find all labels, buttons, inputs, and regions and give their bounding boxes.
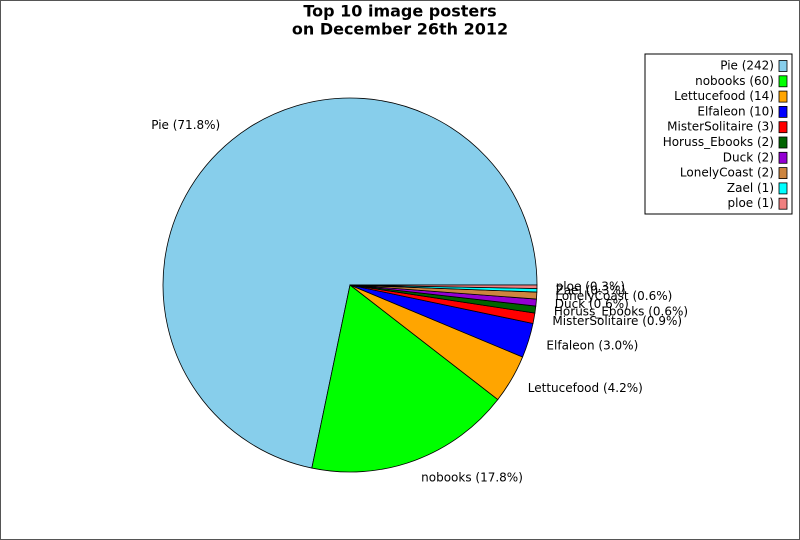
pie-slice bbox=[349, 284, 538, 289]
chart-subtitle: on December 26th 2012 bbox=[292, 20, 508, 39]
legend-swatch bbox=[778, 106, 788, 118]
legend-label: Elfaleon (10) bbox=[697, 104, 774, 118]
legend-label: Horuss_Ebooks (2) bbox=[663, 135, 774, 149]
legend-swatch bbox=[778, 167, 788, 180]
pie-slice bbox=[162, 97, 538, 469]
slice-label: Horuss_Ebooks (0.6%) bbox=[554, 305, 688, 319]
chart-title: Top 10 image posters bbox=[303, 2, 496, 21]
legend-swatch bbox=[778, 75, 788, 88]
slice-label: LonelyCoast (0.6%) bbox=[555, 289, 672, 303]
legend-label: Pie (242) bbox=[720, 59, 774, 73]
slice-label: Zael (0.3%) bbox=[556, 283, 626, 297]
slice-label: nobooks (17.8%) bbox=[421, 471, 523, 485]
legend-label: MisterSolitaire (3) bbox=[667, 120, 774, 134]
slice-label: Duck (0.6%) bbox=[555, 297, 629, 311]
legend-swatch bbox=[778, 151, 788, 164]
legend-swatch bbox=[778, 121, 788, 134]
legend-label: Duck (2) bbox=[723, 150, 774, 164]
slice-label: Elfaleon (3.0%) bbox=[546, 339, 638, 353]
legend-label: Lettucefood (14) bbox=[674, 89, 774, 103]
legend-swatch bbox=[778, 136, 788, 149]
legend-label: Zael (1) bbox=[727, 181, 774, 195]
legend-label: LonelyCoast (2) bbox=[680, 166, 774, 180]
legend-label: ploe (1) bbox=[728, 196, 775, 210]
legend-swatch bbox=[778, 197, 788, 210]
pie-slice bbox=[311, 284, 499, 473]
slice-label: ploe (0.3%) bbox=[556, 279, 625, 293]
legend-swatch bbox=[778, 60, 788, 72]
slice-label: Lettucefood (4.2%) bbox=[528, 381, 643, 395]
legend-swatch bbox=[778, 182, 788, 195]
legend-box bbox=[644, 53, 793, 215]
legend-swatch bbox=[778, 90, 788, 103]
legend-label: nobooks (60) bbox=[695, 74, 774, 88]
slice-label: Pie (71.8%) bbox=[151, 118, 220, 132]
slice-label: MisterSolitaire (0.9%) bbox=[552, 314, 682, 328]
